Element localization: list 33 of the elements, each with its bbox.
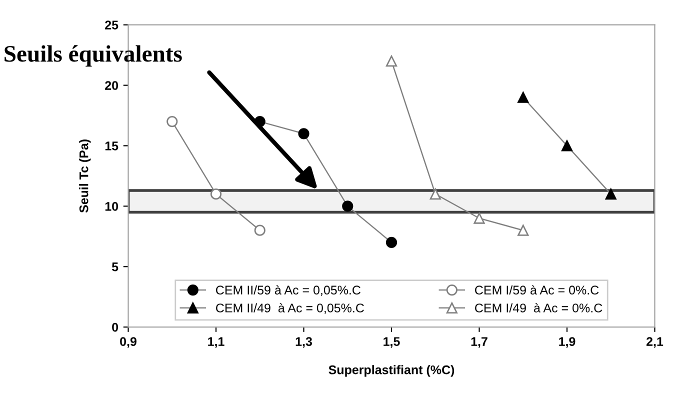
point — [254, 224, 266, 236]
x-tick-label: 1,9 — [559, 337, 576, 348]
point — [386, 56, 398, 67]
x-tick-label: 0,9 — [120, 337, 136, 348]
x-axis-title: Superplastifiant (%C) — [328, 365, 454, 377]
x-tick-label: 2,1 — [646, 337, 664, 348]
point — [386, 236, 398, 248]
x-tick-label: 1,1 — [208, 337, 224, 348]
point — [342, 200, 354, 212]
point — [298, 128, 310, 140]
x-tick-label: 1,3 — [296, 337, 312, 348]
point — [605, 188, 616, 200]
legend-label: CEM II/49 à Ac = 0,05%.C — [216, 303, 364, 314]
legend-label: CEM I/49 à Ac = 0%.C — [475, 303, 602, 312]
y-tick-label: 10 — [105, 202, 118, 211]
legend-label: CEM I/59 à Ac = 0%.C — [475, 285, 599, 295]
point — [474, 212, 485, 224]
legend-label: CEM II/59 à Ac = 0,05%.C — [216, 285, 360, 296]
point — [518, 224, 529, 236]
y-tick-label: 0 — [112, 322, 118, 332]
annotation: Seuils équivalents — [4, 45, 182, 67]
point — [166, 116, 178, 128]
point — [430, 188, 441, 200]
y-tick-label: 5 — [112, 262, 118, 272]
x-tick-label: 1,7 — [471, 337, 488, 348]
point — [561, 140, 573, 152]
y-axis-title: Seuil Tc (Pa) — [79, 140, 91, 213]
y-tick-label: 25 — [105, 20, 118, 30]
point — [210, 188, 222, 200]
point — [518, 92, 529, 103]
x-tick-label: 1,5 — [384, 337, 400, 348]
y-tick-label: 15 — [105, 142, 118, 150]
y-tick-label: 20 — [105, 81, 118, 90]
